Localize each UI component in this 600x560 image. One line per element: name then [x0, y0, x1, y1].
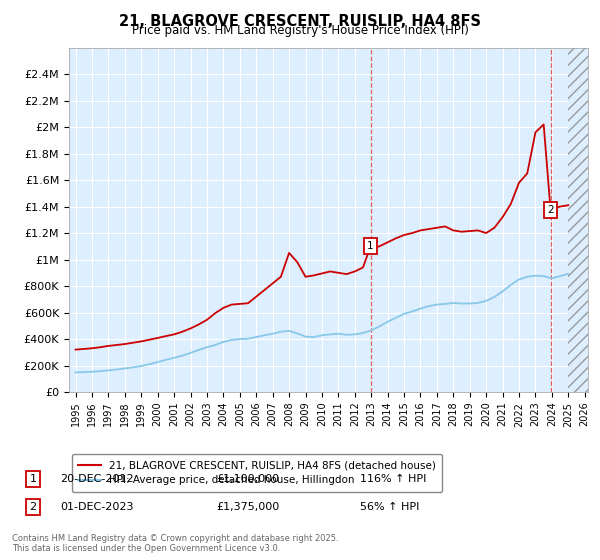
Text: Price paid vs. HM Land Registry's House Price Index (HPI): Price paid vs. HM Land Registry's House …	[131, 24, 469, 37]
Bar	[568, 48, 588, 392]
Text: 2: 2	[29, 502, 37, 512]
Text: £1,375,000: £1,375,000	[216, 502, 279, 512]
Text: 21, BLAGROVE CRESCENT, RUISLIP, HA4 8FS: 21, BLAGROVE CRESCENT, RUISLIP, HA4 8FS	[119, 14, 481, 29]
Text: 2: 2	[547, 205, 554, 215]
Text: £1,100,000: £1,100,000	[216, 474, 279, 484]
Legend: 21, BLAGROVE CRESCENT, RUISLIP, HA4 8FS (detached house), HPI: Average price, de: 21, BLAGROVE CRESCENT, RUISLIP, HA4 8FS …	[71, 454, 442, 492]
Text: 1: 1	[29, 474, 37, 484]
Text: 116% ↑ HPI: 116% ↑ HPI	[360, 474, 427, 484]
Text: 1: 1	[367, 241, 374, 251]
Text: 20-DEC-2012: 20-DEC-2012	[60, 474, 134, 484]
Text: Contains HM Land Registry data © Crown copyright and database right 2025.
This d: Contains HM Land Registry data © Crown c…	[12, 534, 338, 553]
Text: 56% ↑ HPI: 56% ↑ HPI	[360, 502, 419, 512]
Text: 01-DEC-2023: 01-DEC-2023	[60, 502, 133, 512]
